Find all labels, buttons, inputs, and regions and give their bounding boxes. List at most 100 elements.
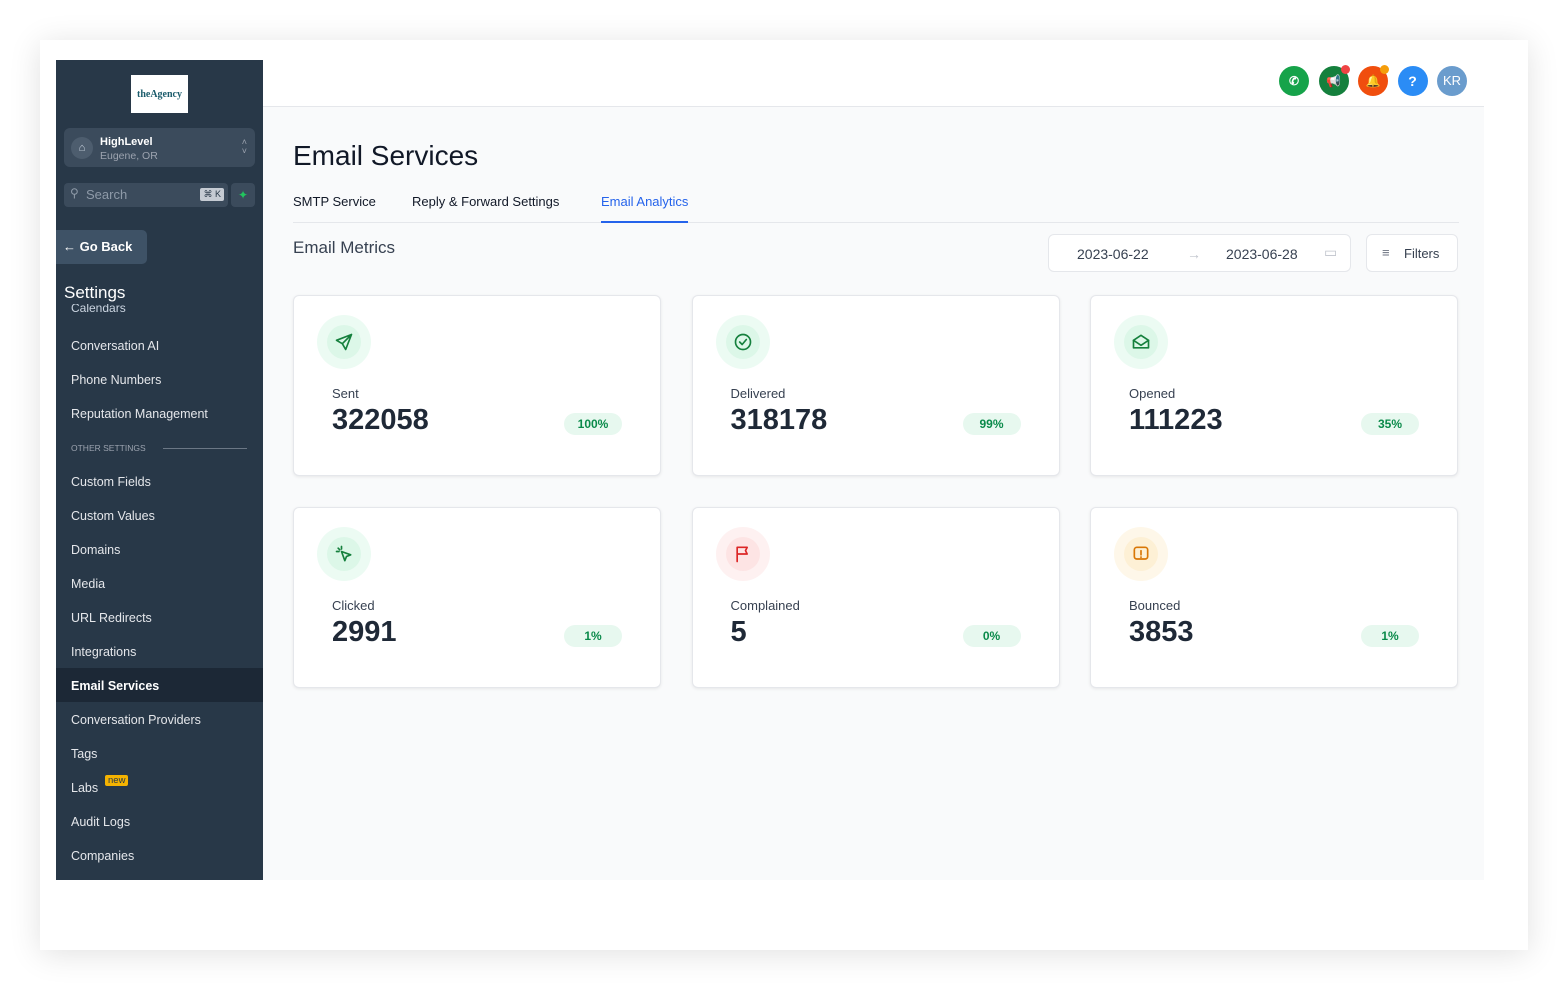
- date-from: 2023-06-22: [1077, 246, 1149, 262]
- metric-value: 318178: [730, 404, 828, 436]
- sidebar-item-tags[interactable]: Tags: [56, 736, 263, 770]
- sidebar-item-label: Custom Fields: [71, 475, 151, 489]
- filters-button[interactable]: ≡ Filters: [1366, 234, 1458, 272]
- phone-icon[interactable]: ✆: [1279, 66, 1309, 96]
- notification-dot: [1340, 65, 1350, 74]
- chevron-updown-icon: ˄ ˅: [241, 137, 247, 156]
- filter-icon: ≡: [1382, 245, 1390, 260]
- location-icon: ⌂: [71, 137, 93, 159]
- metric-value: 3853: [1129, 616, 1194, 648]
- sidebar-item-phone-numbers[interactable]: Phone Numbers: [56, 362, 263, 396]
- metric-percent-badge: 1%: [564, 625, 622, 647]
- top-header: ✆ 📢 🔔? KR: [263, 60, 1484, 107]
- metric-card-sent: Sent 322058 100%: [293, 295, 661, 476]
- metric-card-bounced: Bounced 3853 1%: [1090, 507, 1458, 688]
- sidebar-item-label: Labs: [71, 781, 99, 795]
- agency-logo: theAgency: [131, 75, 188, 113]
- sidebar-item-calendars[interactable]: Calendars: [71, 304, 126, 315]
- metrics-title: Email Metrics: [293, 238, 396, 257]
- sidebar-item-audit-logs[interactable]: Audit Logs: [56, 804, 263, 838]
- quick-action-sparkle-icon[interactable]: ✦: [231, 183, 255, 207]
- megaphone-icon[interactable]: 📢: [1318, 65, 1350, 96]
- sidebar-item-label: Companies: [71, 849, 135, 863]
- sidebar-item-label: Tags: [71, 747, 98, 761]
- date-range-picker[interactable]: 2023-06-22 → 2023-06-28 ▭: [1048, 234, 1351, 272]
- flag-icon: [725, 537, 760, 571]
- metric-card-opened: Opened 111223 35%: [1090, 295, 1458, 476]
- page-title: Email Services: [293, 140, 479, 171]
- sidebar-item-label: Domains: [71, 543, 121, 557]
- sidebar-item-label: Conversation Providers: [71, 713, 201, 727]
- calendar-icon: ▭: [1324, 244, 1338, 260]
- metric-label: Delivered: [730, 386, 786, 401]
- sidebar-item-companies[interactable]: Companies: [56, 838, 263, 872]
- settings-title: Settings: [64, 283, 126, 302]
- notification-dot: [1380, 65, 1389, 74]
- sidebar-nav: Conversation AI Phone Numbers Reputation M…: [56, 328, 263, 872]
- sidebar-item-label: Phone Numbers: [71, 373, 162, 387]
- tab-smtp-service[interactable]: SMTP Service: [293, 194, 376, 209]
- metric-card-complained: Complained 5 0%: [691, 507, 1060, 688]
- sidebar-item-custom-fields[interactable]: Custom Fields: [56, 464, 263, 498]
- shortcut-hint: ⌘ K: [200, 188, 224, 201]
- sidebar: theAgency ⌂ HighLevel Eugene, OR ˄ ˅ ⚲ Sea…: [56, 60, 263, 880]
- sidebar-item-labs[interactable]: Labs new: [56, 770, 263, 804]
- sidebar-section-label: OTHER SETTINGS: [56, 430, 263, 464]
- sidebar-item-domains[interactable]: Domains: [56, 532, 263, 566]
- user-avatar[interactable]: KR: [1437, 66, 1467, 96]
- search-icon: ⚲: [70, 186, 79, 200]
- check-circle-icon: [725, 325, 760, 359]
- sidebar-item-label: Integrations: [71, 645, 137, 659]
- new-badge: new: [105, 775, 129, 786]
- metric-card-clicked: Clicked 2991 1%: [293, 507, 661, 688]
- metric-percent-badge: 35%: [1361, 413, 1419, 435]
- location-name: HighLevel: [100, 136, 153, 148]
- cursor-click-icon: [327, 537, 361, 571]
- sidebar-item-label: Custom Values: [71, 509, 155, 523]
- sidebar-item-label: Audit Logs: [71, 815, 131, 829]
- sidebar-item-integrations[interactable]: Integrations: [56, 634, 263, 668]
- search-placeholder: Search: [86, 187, 128, 202]
- sidebar-item-reputation-management[interactable]: Reputation Management: [56, 396, 263, 430]
- date-to: 2023-06-28: [1226, 246, 1298, 262]
- arrow-left-icon: ←: [63, 239, 80, 254]
- tab-email-analytics[interactable]: Email Analytics: [601, 194, 689, 223]
- metric-value: 5: [730, 616, 747, 648]
- alert-message-icon: [1124, 537, 1158, 571]
- go-back-button[interactable]: ← Go Back: [56, 230, 147, 264]
- metric-label: Sent: [332, 386, 359, 401]
- app: theAgency ⌂ HighLevel Eugene, OR ˄ ˅ ⚲ Sea…: [56, 60, 1484, 880]
- metric-value: 322058: [332, 404, 429, 436]
- tab-reply-forward-settings[interactable]: Reply & Forward Settings: [412, 194, 560, 209]
- location-switcher[interactable]: ⌂ HighLevel Eugene, OR ˄ ˅: [64, 128, 255, 167]
- sidebar-item-conversation-providers[interactable]: Conversation Providers: [56, 702, 263, 736]
- arrow-right-icon: →: [1187, 246, 1201, 262]
- sidebar-item-label: Email Services: [71, 679, 160, 693]
- sidebar-item-url-redirects[interactable]: URL Redirects: [56, 600, 263, 634]
- bell-icon[interactable]: 🔔: [1358, 65, 1389, 96]
- tabs: SMTP Service Reply & Forward Settings Em…: [293, 194, 1459, 223]
- metric-label: Clicked: [332, 598, 375, 613]
- send-icon: [327, 325, 361, 359]
- sidebar-item-label: URL Redirects: [71, 611, 152, 625]
- metric-percent-badge: 0%: [962, 625, 1021, 647]
- search-input[interactable]: ⚲ Search ⌘ K: [64, 183, 228, 207]
- metric-label: Complained: [730, 598, 800, 613]
- sidebar-item-conversation-ai[interactable]: Conversation AI: [56, 328, 263, 362]
- sidebar-item-custom-values[interactable]: Custom Values: [56, 498, 263, 532]
- sidebar-item-label: Conversation AI: [71, 339, 160, 353]
- metric-label: Bounced: [1129, 598, 1181, 613]
- metric-percent-badge: 99%: [962, 413, 1021, 435]
- sidebar-item-email-services[interactable]: Email Services: [56, 668, 263, 702]
- sidebar-item-label: Reputation Management: [71, 407, 208, 421]
- metric-percent-badge: 1%: [1361, 625, 1419, 647]
- metric-value: 2991: [332, 616, 397, 648]
- help-icon[interactable]: ?: [1397, 66, 1428, 96]
- metric-card-delivered: Delivered 318178 99%: [691, 295, 1060, 476]
- metric-percent-badge: 100%: [564, 413, 622, 435]
- sidebar-item-media[interactable]: Media: [56, 566, 263, 600]
- metric-value: 111223: [1129, 404, 1223, 436]
- location-city: Eugene, OR: [100, 150, 158, 162]
- sidebar-item-label: Media: [71, 577, 106, 591]
- metric-label: Opened: [1129, 386, 1176, 401]
